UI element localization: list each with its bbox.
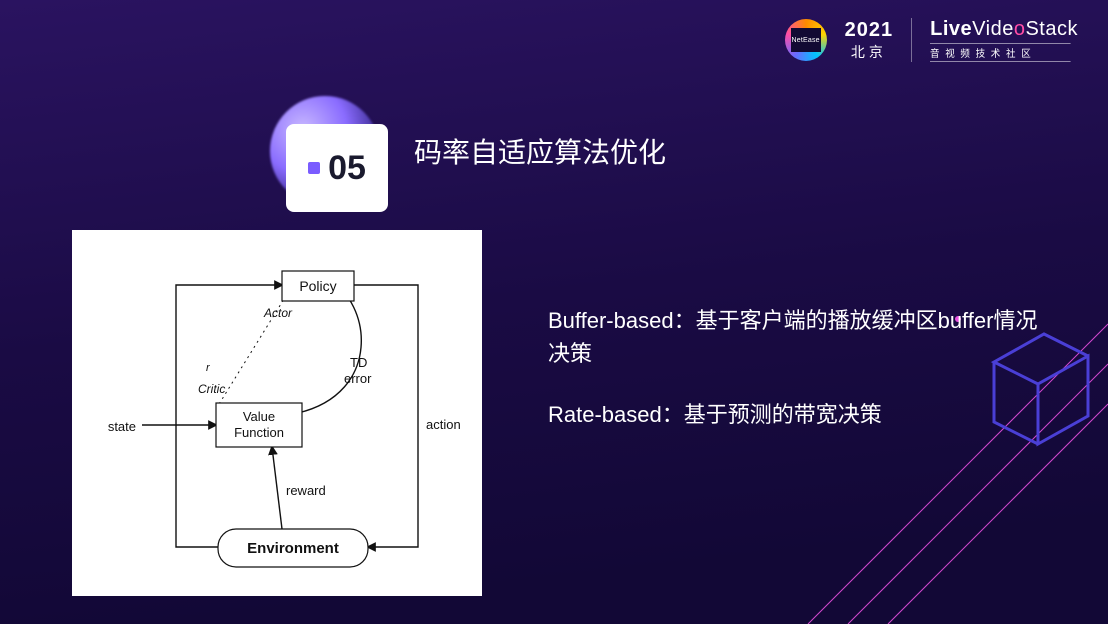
content-text: Buffer-based：基于客户端的播放缓冲区buffer情况决策 Rate-… bbox=[548, 304, 1048, 459]
bullet-buffer-based: Buffer-based：基于客户端的播放缓冲区buffer情况决策 bbox=[548, 304, 1048, 370]
year-label: 2021 bbox=[845, 19, 894, 42]
header-divider bbox=[911, 18, 912, 62]
edge-action-label: action bbox=[426, 417, 461, 432]
event-logo-icon: NetEase bbox=[785, 19, 827, 61]
year-block: 2021 北京 bbox=[845, 19, 894, 62]
bullet1-label: Buffer-based： bbox=[548, 308, 696, 333]
header: NetEase 2021 北京 LiveVideoStack 音视频技术社区 bbox=[785, 18, 1078, 62]
rl-diagram-panel: Policy Value Function Environment Actor … bbox=[72, 230, 482, 596]
edge-reward-label: reward bbox=[286, 483, 326, 498]
node-env-label: Environment bbox=[247, 540, 339, 557]
brand-logo: LiveVideoStack 音视频技术社区 bbox=[930, 18, 1078, 62]
node-value-label1: Value bbox=[243, 409, 275, 424]
edge-state-label: state bbox=[108, 419, 136, 434]
brand-subtitle: 音视频技术社区 bbox=[930, 43, 1070, 62]
slide-root: NetEase 2021 北京 LiveVideoStack 音视频技术社区 0… bbox=[0, 0, 1108, 624]
rl-flowchart: Policy Value Function Environment Actor … bbox=[82, 242, 472, 586]
section-number: 05 bbox=[328, 149, 366, 188]
bullet-rate-based: Rate-based：基于预测的带宽决策 bbox=[548, 398, 1048, 431]
slide-title: 码率自适应算法优化 bbox=[414, 131, 666, 171]
edge-td-label2: error bbox=[344, 371, 372, 386]
accent-square-icon bbox=[308, 162, 320, 174]
node-value-label2: Function bbox=[234, 425, 284, 440]
edge-td-label1: TD bbox=[350, 355, 367, 370]
title-block: 05 码率自适应算法优化 bbox=[270, 96, 666, 206]
bullet2-label: Rate-based： bbox=[548, 402, 684, 427]
node-policy-label: Policy bbox=[299, 278, 336, 294]
symbol-r: r bbox=[206, 362, 211, 374]
event-logo-text: NetEase bbox=[791, 28, 821, 52]
edge-actor-label: Actor bbox=[263, 306, 293, 320]
edge-critic-label: Critic bbox=[198, 382, 225, 396]
section-number-badge: 05 bbox=[270, 96, 380, 206]
bullet2-desc: 基于预测的带宽决策 bbox=[684, 402, 882, 427]
city-label: 北京 bbox=[845, 42, 894, 62]
